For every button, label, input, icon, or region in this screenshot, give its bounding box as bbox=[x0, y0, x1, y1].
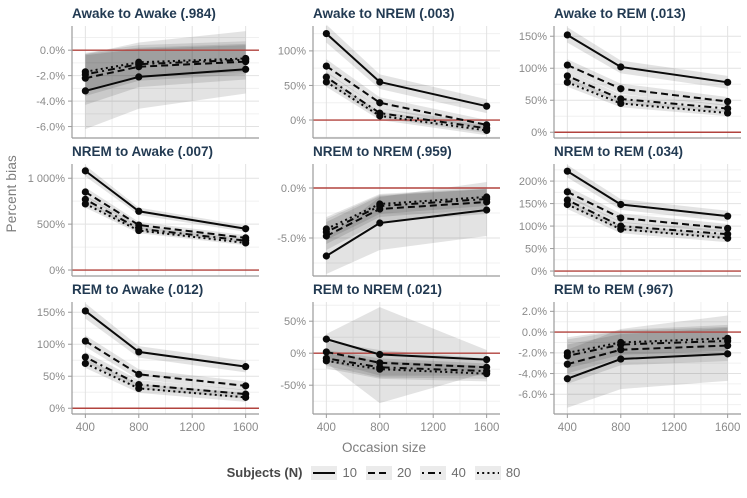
facet-title: REM to Awake (.012) bbox=[72, 282, 204, 297]
panel-awake-to-nrem: 100% 50% 0% bbox=[278, 24, 500, 139]
panel-awake-to-awake: 0.0% -2.0% -4.0% -6.0% bbox=[36, 26, 259, 139]
svg-text:1200: 1200 bbox=[420, 422, 446, 434]
panel-rem-to-nrem: 50% 0% -50% 400 800 1200 1600 bbox=[280, 302, 500, 434]
legend-label: 40 bbox=[451, 465, 466, 480]
svg-text:800: 800 bbox=[370, 422, 389, 434]
legend-label: 10 bbox=[342, 465, 357, 480]
y-axis-title: Percent bias bbox=[4, 155, 19, 233]
facet-grid: Awake to Awake (.984) 0.0% -2.0% -4.0% -6.0… bbox=[22, 4, 746, 440]
svg-text:1600: 1600 bbox=[474, 422, 500, 434]
panel-nrem-to-awake: 1 000% 500% 0% bbox=[28, 164, 259, 277]
dashed-line-key-icon bbox=[365, 465, 392, 480]
svg-text:0.0%: 0.0% bbox=[281, 183, 306, 195]
facet-awake-to-nrem: Awake to NREM (.003) 100% 50% 0% bbox=[263, 4, 504, 142]
facet-nrem-to-rem: NREM to REM (.034) 200% 150% 100% 50% 0% bbox=[504, 142, 745, 280]
svg-text:2.0%: 2.0% bbox=[522, 306, 547, 318]
svg-text:50%: 50% bbox=[284, 316, 306, 328]
legend-title: Subjects (N) bbox=[226, 465, 303, 480]
facet-rem-to-awake: REM to Awake (.012) 150% 100% 50% 0% 400 800 1… bbox=[22, 280, 263, 440]
svg-text:-5.0%: -5.0% bbox=[277, 233, 306, 245]
solid-line-key-icon bbox=[311, 465, 338, 480]
panel-nrem-to-rem: 200% 150% 100% 50% 0% bbox=[519, 164, 741, 278]
svg-text:400: 400 bbox=[317, 422, 336, 434]
panel-awake-to-rem: 150% 100% 50% 0% bbox=[519, 26, 741, 139]
legend-entry-n20: 20 bbox=[365, 465, 412, 480]
panel-nrem-to-nrem: 0.0% -5.0% bbox=[277, 164, 500, 277]
legend: Subjects (N) 10 20 40 80 bbox=[0, 465, 747, 480]
svg-text:100%: 100% bbox=[519, 63, 547, 75]
panel-rem-to-awake: 150% 100% 50% 0% 400 800 1200 1600 bbox=[37, 302, 259, 434]
svg-text:800: 800 bbox=[129, 422, 148, 434]
svg-text:0%: 0% bbox=[290, 115, 306, 127]
svg-text:1600: 1600 bbox=[233, 422, 259, 434]
facet-nrem-to-awake: NREM to Awake (.007) 1 000% 500% 0% bbox=[22, 142, 263, 280]
legend-label: 20 bbox=[396, 465, 412, 480]
svg-text:0%: 0% bbox=[531, 266, 547, 278]
x-axis-title: Occasion size bbox=[341, 440, 427, 455]
svg-text:0.0%: 0.0% bbox=[40, 45, 65, 57]
svg-text:0%: 0% bbox=[49, 403, 65, 415]
facet-title: REM to REM (.967) bbox=[554, 282, 674, 297]
svg-text:0%: 0% bbox=[531, 127, 547, 139]
legend-label: 80 bbox=[505, 465, 521, 480]
svg-text:-6.0%: -6.0% bbox=[36, 121, 65, 133]
svg-text:1600: 1600 bbox=[715, 422, 741, 434]
svg-text:-2.0%: -2.0% bbox=[36, 70, 65, 82]
svg-text:150%: 150% bbox=[519, 31, 547, 43]
svg-text:500%: 500% bbox=[37, 219, 65, 231]
svg-text:0%: 0% bbox=[290, 348, 306, 360]
svg-text:50%: 50% bbox=[284, 80, 306, 92]
dotted-line-key-icon bbox=[474, 465, 501, 480]
svg-text:-2.0%: -2.0% bbox=[518, 348, 547, 360]
svg-text:800: 800 bbox=[611, 422, 630, 434]
svg-text:1200: 1200 bbox=[179, 422, 205, 434]
facet-rem-to-rem: REM to REM (.967) 2.0% 0.0% -2.0% -4.0% -6.0… bbox=[504, 280, 745, 440]
facet-awake-to-rem: Awake to REM (.013) 150% 100% 50% 0% bbox=[504, 4, 745, 142]
svg-text:100%: 100% bbox=[278, 46, 306, 58]
facet-title: Awake to NREM (.003) bbox=[313, 6, 455, 21]
svg-text:0.0%: 0.0% bbox=[522, 327, 547, 339]
svg-text:-6.0%: -6.0% bbox=[518, 389, 547, 401]
svg-text:100%: 100% bbox=[519, 221, 547, 233]
facet-title: NREM to NREM (.959) bbox=[313, 144, 452, 159]
legend-entry-n10: 10 bbox=[311, 465, 357, 480]
facet-title: Awake to Awake (.984) bbox=[72, 6, 216, 21]
svg-text:150%: 150% bbox=[37, 307, 65, 319]
svg-text:-4.0%: -4.0% bbox=[518, 368, 547, 380]
svg-text:1200: 1200 bbox=[661, 422, 687, 434]
facet-title: REM to NREM (.021) bbox=[313, 282, 443, 297]
facet-rem-to-nrem: REM to NREM (.021) 50% 0% -50% 400 800 1200 16… bbox=[263, 280, 504, 440]
svg-text:1 000%: 1 000% bbox=[28, 173, 66, 185]
svg-text:50%: 50% bbox=[43, 371, 65, 383]
facet-awake-to-awake: Awake to Awake (.984) 0.0% -2.0% -4.0% -6.0… bbox=[22, 4, 263, 142]
svg-text:-4.0%: -4.0% bbox=[36, 96, 65, 108]
facet-title: NREM to REM (.034) bbox=[554, 144, 684, 159]
facet-nrem-to-nrem: NREM to NREM (.959) 0.0% -5.0% bbox=[263, 142, 504, 280]
svg-text:50%: 50% bbox=[525, 95, 547, 107]
svg-text:100%: 100% bbox=[37, 339, 65, 351]
legend-entry-n40: 40 bbox=[420, 465, 466, 480]
panel-rem-to-rem: 2.0% 0.0% -2.0% -4.0% -6.0% 400 800 1200 1600 bbox=[518, 302, 741, 434]
svg-text:400: 400 bbox=[558, 422, 577, 434]
facet-title: Awake to REM (.013) bbox=[554, 6, 686, 21]
svg-text:200%: 200% bbox=[519, 176, 547, 188]
svg-text:150%: 150% bbox=[519, 198, 547, 210]
svg-text:0%: 0% bbox=[49, 265, 65, 277]
facet-title: NREM to Awake (.007) bbox=[72, 144, 214, 159]
svg-text:400: 400 bbox=[76, 422, 95, 434]
svg-text:-50%: -50% bbox=[280, 380, 306, 392]
legend-entry-n80: 80 bbox=[474, 465, 521, 480]
dashdot-line-key-icon bbox=[420, 465, 447, 480]
svg-text:50%: 50% bbox=[525, 243, 547, 255]
